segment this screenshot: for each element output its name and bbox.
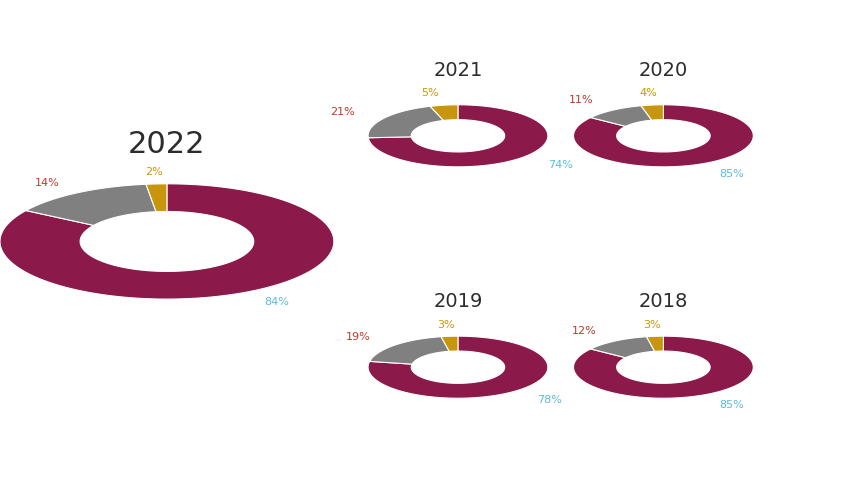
Polygon shape [0,184,334,299]
Text: 2018: 2018 [639,292,688,311]
Text: 74%: 74% [549,160,574,170]
Polygon shape [368,336,548,398]
Text: 14%: 14% [34,178,59,188]
Polygon shape [146,184,167,212]
Text: 2022: 2022 [128,130,205,158]
Text: 19%: 19% [346,332,370,342]
Text: 4%: 4% [639,89,657,98]
Polygon shape [641,105,663,120]
Text: 11%: 11% [569,96,593,105]
Text: 2020: 2020 [639,61,688,79]
Text: 85%: 85% [720,400,745,410]
Text: 84%: 84% [264,297,288,307]
Text: 3%: 3% [643,319,661,329]
Text: 85%: 85% [720,169,745,179]
Polygon shape [591,106,651,126]
Polygon shape [26,184,156,225]
Polygon shape [368,106,443,138]
Polygon shape [574,105,753,167]
Polygon shape [591,337,655,358]
Text: 12%: 12% [572,326,597,336]
Text: 5%: 5% [421,89,438,99]
Text: 2021: 2021 [433,61,483,79]
Text: 21%: 21% [330,107,355,117]
Text: 2019: 2019 [433,292,483,311]
Polygon shape [646,336,663,351]
Text: 78%: 78% [537,395,562,405]
Polygon shape [368,105,548,167]
Text: 2%: 2% [146,167,163,177]
Polygon shape [370,337,449,364]
Text: 3%: 3% [437,319,455,329]
Polygon shape [431,105,458,120]
Polygon shape [441,336,458,351]
Polygon shape [574,336,753,398]
